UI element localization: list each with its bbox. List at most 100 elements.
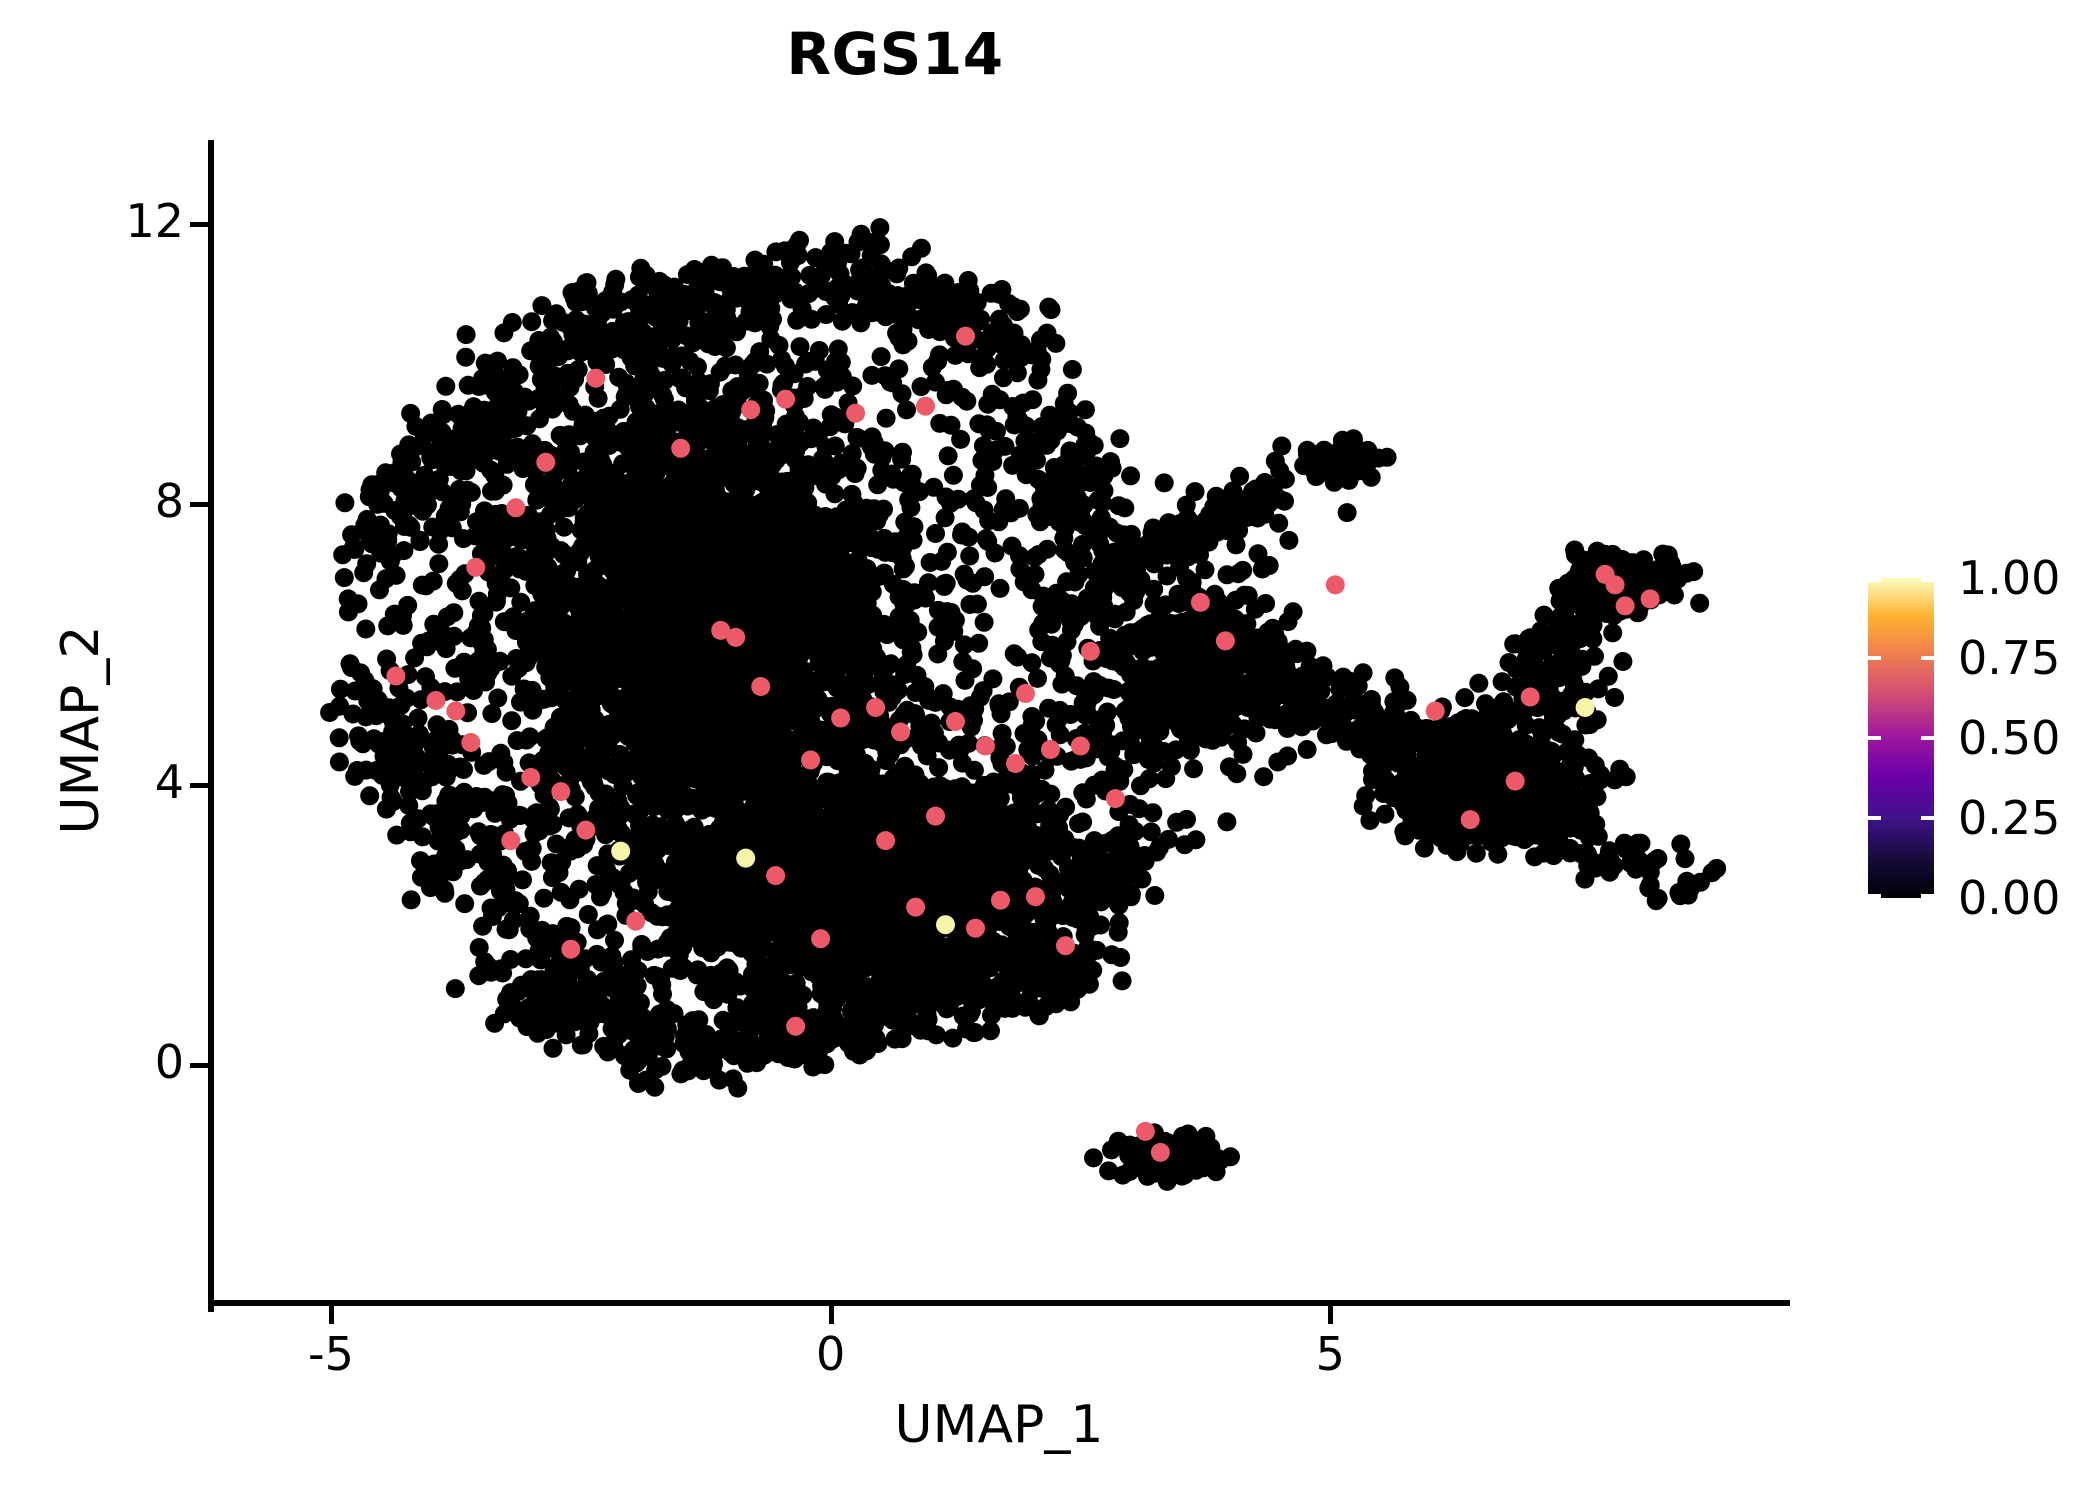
scatter-point: [928, 617, 948, 637]
scatter-point: [813, 543, 832, 563]
scatter-point: [808, 689, 828, 709]
scatter-point: [688, 357, 707, 377]
scatter-point: [554, 517, 574, 537]
scatter-point: [1038, 800, 1058, 820]
scatter-point: [512, 652, 532, 672]
scatter-point: [528, 530, 548, 550]
scatter-point: [511, 592, 531, 612]
scatter-point: [911, 377, 931, 397]
scatter-point: [496, 762, 516, 782]
scatter-point: [862, 365, 882, 385]
scatter-point: [851, 513, 871, 533]
scatter-point: [610, 432, 630, 452]
scatter-point: [1248, 544, 1268, 564]
scatter-point: [1297, 740, 1317, 759]
scatter-point: [729, 542, 749, 562]
scatter-point: [899, 490, 919, 510]
scatter-point: [842, 484, 862, 504]
scatter-point: [1466, 843, 1486, 863]
scatter-point: [1228, 564, 1248, 584]
scatter-point: [590, 629, 610, 649]
scatter-point: [739, 510, 759, 530]
scatter-point: [1268, 752, 1288, 772]
scatter-point: [557, 433, 577, 453]
scatter-point: [969, 633, 989, 653]
scatter-point: [1184, 714, 1204, 734]
scatter-point: [494, 612, 514, 632]
scatter-point: [596, 461, 616, 480]
scatter-point: [772, 527, 792, 547]
scatter-point: [1120, 733, 1140, 753]
scatter-point: [655, 479, 674, 498]
scatter-point: [825, 436, 845, 456]
scatter-point: [895, 512, 915, 532]
scatter-point: [551, 647, 571, 667]
scatter-point: [790, 337, 810, 357]
scatter-point: [549, 566, 569, 586]
scatter-point: [856, 498, 876, 518]
scatter-point: [659, 543, 679, 562]
scatter-point: [709, 659, 729, 679]
scatter-point: [482, 704, 502, 724]
scatter-point: [1283, 602, 1303, 622]
scatter-point: [789, 713, 809, 733]
scatter-point: [573, 536, 593, 556]
scatter-point: [596, 417, 616, 437]
scatter-point: [772, 445, 792, 465]
scatter-point: [768, 793, 788, 813]
scatter-point: [1069, 814, 1088, 834]
scatter-point: [1217, 812, 1237, 832]
scatter-point: [699, 449, 719, 469]
scatter-point: [899, 837, 919, 857]
scatter-point: [753, 826, 773, 846]
scatter-point: [1256, 594, 1276, 613]
scatter-point: [597, 551, 617, 571]
scatter-point: [581, 486, 601, 505]
scatter-point: [650, 379, 670, 399]
scatter-point: [1119, 681, 1139, 701]
scatter-point: [456, 325, 476, 345]
scatter-point: [1128, 708, 1148, 728]
scatter-point: [1111, 654, 1131, 674]
scatter-point: [926, 524, 945, 543]
scatter-point: [646, 498, 665, 518]
scatter-point: [1139, 769, 1159, 789]
scatter-point: [569, 681, 589, 701]
scatter-point: [946, 809, 966, 829]
scatter-point: [742, 574, 762, 594]
scatter-point: [817, 517, 837, 537]
scatter-point: [1156, 769, 1176, 789]
scatter-point: [1207, 726, 1227, 746]
scatter-point: [1174, 689, 1193, 709]
scatter-point: [785, 561, 804, 581]
scatter-point: [719, 564, 739, 584]
scatter-point: [674, 676, 693, 696]
scatter-point: [1112, 971, 1132, 991]
scatter-point: [835, 563, 855, 583]
scatter-point: [747, 448, 767, 468]
scatter-point: [847, 458, 867, 478]
scatter-point: [960, 546, 980, 566]
scatter-point: [954, 635, 974, 655]
scatter-point: [842, 626, 862, 646]
scatter-point: [545, 624, 565, 644]
scatter-point: [1128, 635, 1148, 655]
scatter-point: [726, 355, 745, 375]
scatter-point: [816, 789, 836, 809]
scatter-point: [1238, 586, 1258, 605]
scatter-point: [790, 516, 810, 536]
scatter-point: [869, 656, 889, 675]
page-title: RGS14: [786, 20, 1004, 88]
scatter-point: [554, 545, 574, 565]
scatter-point: [892, 449, 912, 469]
scatter-point: [794, 586, 814, 606]
scatter-point: [1254, 767, 1274, 787]
scatter-point: [763, 510, 783, 530]
scatter-point: [1219, 757, 1239, 777]
scatter-point: [1246, 723, 1266, 743]
scatter-point: [712, 590, 732, 610]
scatter-point: [1279, 530, 1299, 550]
